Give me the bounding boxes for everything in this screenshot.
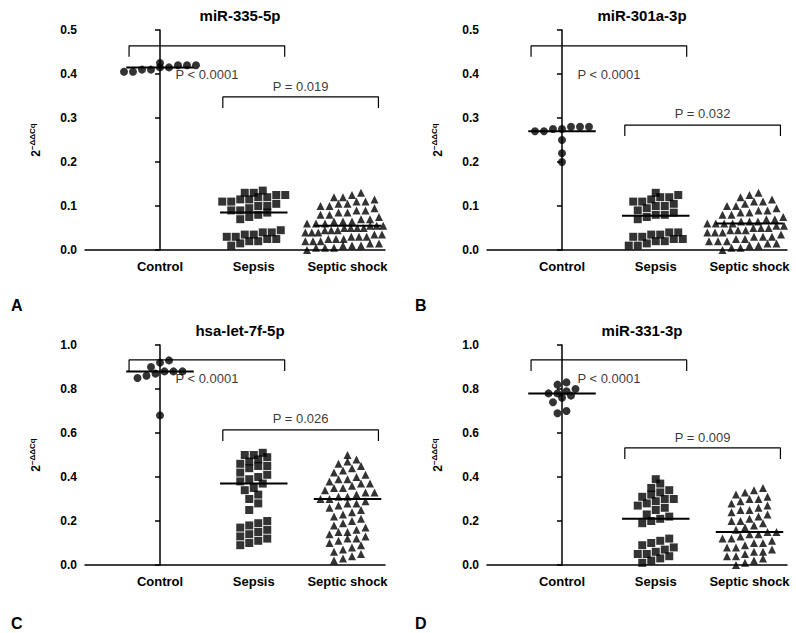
- svg-text:Sepsis: Sepsis: [635, 574, 677, 589]
- svg-text:0.5: 0.5: [462, 23, 479, 37]
- svg-text:Control: Control: [539, 574, 585, 589]
- svg-text:0.2: 0.2: [462, 514, 479, 528]
- svg-text:Sepsis: Sepsis: [635, 259, 677, 274]
- svg-text:1.0: 1.0: [462, 338, 479, 352]
- svg-text:P = 0.032: P = 0.032: [675, 106, 731, 121]
- svg-text:2: 2: [430, 465, 445, 472]
- svg-text:P < 0.0001: P < 0.0001: [577, 371, 640, 386]
- svg-text:P < 0.0001: P < 0.0001: [175, 371, 238, 386]
- svg-text:P < 0.0001: P < 0.0001: [175, 67, 238, 82]
- svg-text:Septic shock: Septic shock: [307, 259, 388, 274]
- svg-text:0.8: 0.8: [462, 382, 479, 396]
- svg-text:D: D: [415, 615, 427, 632]
- svg-text:hsa-let-7f-5p: hsa-let-7f-5p: [195, 322, 284, 339]
- svg-text:Sepsis: Sepsis: [233, 574, 275, 589]
- svg-text:0.6: 0.6: [462, 426, 479, 440]
- svg-text:miR-335-5p: miR-335-5p: [200, 7, 281, 24]
- svg-text:Septic shock: Septic shock: [709, 574, 790, 589]
- svg-text:0.4: 0.4: [462, 470, 479, 484]
- svg-text:miR-301a-3p: miR-301a-3p: [597, 7, 686, 24]
- svg-text:C: C: [11, 615, 23, 632]
- svg-text:0.1: 0.1: [60, 199, 77, 213]
- svg-text:0.0: 0.0: [60, 558, 77, 572]
- svg-text:P = 0.009: P = 0.009: [675, 430, 731, 445]
- svg-text:2: 2: [430, 150, 445, 157]
- svg-text:A: A: [11, 297, 23, 314]
- svg-text:P < 0.0001: P < 0.0001: [577, 67, 640, 82]
- svg-text:0.8: 0.8: [60, 382, 77, 396]
- svg-text:0.2: 0.2: [60, 155, 77, 169]
- svg-text:P = 0.026: P = 0.026: [273, 411, 329, 426]
- svg-text:Septic shock: Septic shock: [709, 259, 790, 274]
- svg-text:Sepsis: Sepsis: [233, 259, 275, 274]
- svg-text:−ΔΔCq: −ΔΔCq: [28, 438, 37, 465]
- svg-text:0.0: 0.0: [60, 243, 77, 257]
- svg-text:Control: Control: [539, 259, 585, 274]
- svg-text:0.0: 0.0: [462, 243, 479, 257]
- svg-text:0.4: 0.4: [60, 67, 77, 81]
- svg-text:−ΔΔCq: −ΔΔCq: [430, 438, 439, 465]
- svg-text:Control: Control: [137, 259, 183, 274]
- svg-text:P = 0.019: P = 0.019: [273, 79, 329, 94]
- svg-text:0.4: 0.4: [60, 470, 77, 484]
- svg-text:0.5: 0.5: [60, 23, 77, 37]
- svg-text:0.2: 0.2: [462, 155, 479, 169]
- svg-text:2: 2: [28, 465, 43, 472]
- svg-text:0.0: 0.0: [462, 558, 479, 572]
- svg-text:1.0: 1.0: [60, 338, 77, 352]
- svg-text:Control: Control: [137, 574, 183, 589]
- svg-text:0.1: 0.1: [462, 199, 479, 213]
- svg-text:0.3: 0.3: [60, 111, 77, 125]
- svg-text:miR-331-3p: miR-331-3p: [602, 322, 683, 339]
- svg-text:−ΔΔCq: −ΔΔCq: [430, 123, 439, 150]
- svg-text:Septic shock: Septic shock: [307, 574, 388, 589]
- svg-text:B: B: [415, 297, 427, 314]
- svg-text:0.2: 0.2: [60, 514, 77, 528]
- svg-text:2: 2: [28, 150, 43, 157]
- svg-text:0.4: 0.4: [462, 67, 479, 81]
- svg-text:0.3: 0.3: [462, 111, 479, 125]
- svg-text:0.6: 0.6: [60, 426, 77, 440]
- svg-text:−ΔΔCq: −ΔΔCq: [28, 123, 37, 150]
